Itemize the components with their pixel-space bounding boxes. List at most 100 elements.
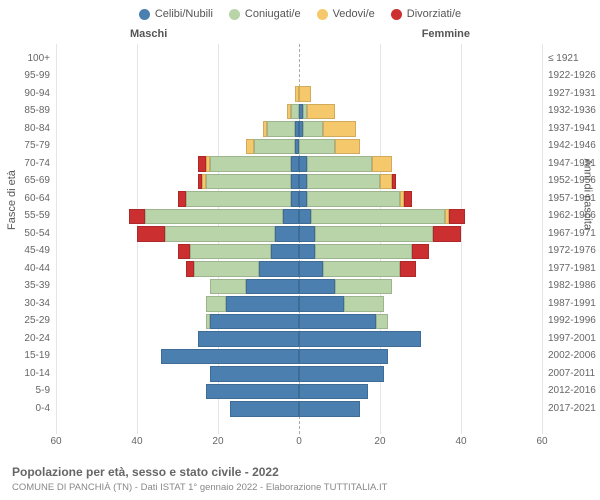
bar-segment: [372, 156, 392, 172]
pyramid-row: [56, 190, 542, 208]
bar-segment: [299, 296, 344, 312]
bar-segment: [210, 366, 299, 382]
x-axis: 6040200204060: [56, 436, 542, 450]
age-tick: 50-54: [0, 229, 50, 239]
bar-segment: [299, 279, 335, 295]
bar-segment: [433, 226, 461, 242]
chart-subtitle: COMUNE DI PANCHIÀ (TN) - Dati ISTAT 1° g…: [12, 481, 387, 494]
legend-item: Divorziati/e: [391, 8, 461, 20]
chart-footer: Popolazione per età, sesso e stato civil…: [12, 464, 387, 494]
bar-segment: [335, 279, 392, 295]
bar-segment: [178, 191, 186, 207]
birth-tick: 2017-2021: [548, 404, 600, 414]
birth-tick: 2007-2011: [548, 369, 600, 379]
bar-segment: [400, 261, 416, 277]
legend-label: Coniugati/e: [245, 8, 301, 20]
bar-segment: [291, 104, 299, 120]
bar-segment: [259, 261, 299, 277]
birth-tick: 1927-1931: [548, 89, 600, 99]
legend-item: Vedovi/e: [317, 8, 375, 20]
bar-segment: [206, 174, 291, 190]
age-tick: 20-24: [0, 334, 50, 344]
pyramid-row: [56, 295, 542, 313]
age-tick: 95-99: [0, 71, 50, 81]
bar-segment: [198, 331, 299, 347]
x-tick: 20: [212, 436, 223, 447]
bar-segment: [230, 401, 299, 417]
pyramid-row: [56, 155, 542, 173]
legend-swatch: [391, 9, 402, 20]
x-tick: 20: [374, 436, 385, 447]
birth-tick: 1972-1976: [548, 246, 600, 256]
x-tick: 40: [455, 436, 466, 447]
birth-tick: 1952-1956: [548, 176, 600, 186]
bar-segment: [165, 226, 274, 242]
age-tick: 30-34: [0, 299, 50, 309]
birth-tick: 1982-1986: [548, 281, 600, 291]
bar-segment: [376, 314, 388, 330]
age-tick: 75-79: [0, 141, 50, 151]
bar-segment: [307, 191, 400, 207]
age-tick: 15-19: [0, 351, 50, 361]
bar-segment: [299, 401, 360, 417]
x-tick: 40: [131, 436, 142, 447]
legend: Celibi/Nubili Coniugati/e Vedovi/e Divorzia…: [0, 0, 600, 24]
bar-segment: [307, 174, 380, 190]
bar-segment: [186, 191, 291, 207]
legend-label: Divorziati/e: [407, 8, 461, 20]
bar-segment: [307, 104, 335, 120]
bar-segment: [291, 191, 299, 207]
bar-segment: [198, 174, 202, 190]
legend-item: Celibi/Nubili: [139, 8, 213, 20]
bar-segment: [404, 191, 412, 207]
age-tick: 40-44: [0, 264, 50, 274]
bar-segment: [287, 104, 291, 120]
bar-segment: [307, 156, 372, 172]
bar-segment: [178, 244, 190, 260]
bar-segment: [254, 139, 294, 155]
bar-segment: [210, 314, 299, 330]
bar-segment: [283, 209, 299, 225]
plot-surface: [56, 44, 542, 434]
birth-tick: 1937-1941: [548, 124, 600, 134]
bar-segment: [206, 156, 210, 172]
bar-segment: [202, 174, 206, 190]
birth-tick: ≤ 1921: [548, 54, 600, 64]
birth-tick: 1942-1946: [548, 141, 600, 151]
pyramid-row: [56, 278, 542, 296]
legend-swatch: [229, 9, 240, 20]
female-label: Femmine: [422, 28, 470, 40]
bar-segment: [299, 191, 307, 207]
bar-segment: [299, 86, 311, 102]
pyramid-row: [56, 173, 542, 191]
bar-segment: [299, 261, 323, 277]
bar-segment: [299, 244, 315, 260]
bar-segment: [303, 121, 323, 137]
bar-segment: [299, 331, 421, 347]
x-tick: 60: [50, 436, 61, 447]
y-axis-right: ≤ 19211922-19261927-19311932-19361937-19…: [544, 44, 600, 434]
bar-segment: [392, 174, 396, 190]
pyramid-row: [56, 208, 542, 226]
bar-segment: [186, 261, 194, 277]
age-tick: 45-49: [0, 246, 50, 256]
bar-segment: [291, 156, 299, 172]
bar-segment: [198, 156, 206, 172]
pyramid-row: [56, 243, 542, 261]
bar-segment: [206, 314, 210, 330]
y-axis-left: 100+95-9990-9485-8980-8475-7970-7465-696…: [0, 44, 54, 434]
birth-tick: 2012-2016: [548, 386, 600, 396]
age-tick: 35-39: [0, 281, 50, 291]
bar-segment: [194, 261, 259, 277]
pyramid-row: [56, 68, 542, 86]
bar-segment: [271, 244, 299, 260]
age-tick: 70-74: [0, 159, 50, 169]
bar-segment: [263, 121, 267, 137]
age-tick: 25-29: [0, 316, 50, 326]
pyramid-row: [56, 225, 542, 243]
bar-segment: [246, 279, 299, 295]
pyramid-row: [56, 313, 542, 331]
bar-segment: [299, 366, 384, 382]
bar-segment: [299, 314, 376, 330]
chart-title: Popolazione per età, sesso e stato civil…: [12, 464, 387, 481]
